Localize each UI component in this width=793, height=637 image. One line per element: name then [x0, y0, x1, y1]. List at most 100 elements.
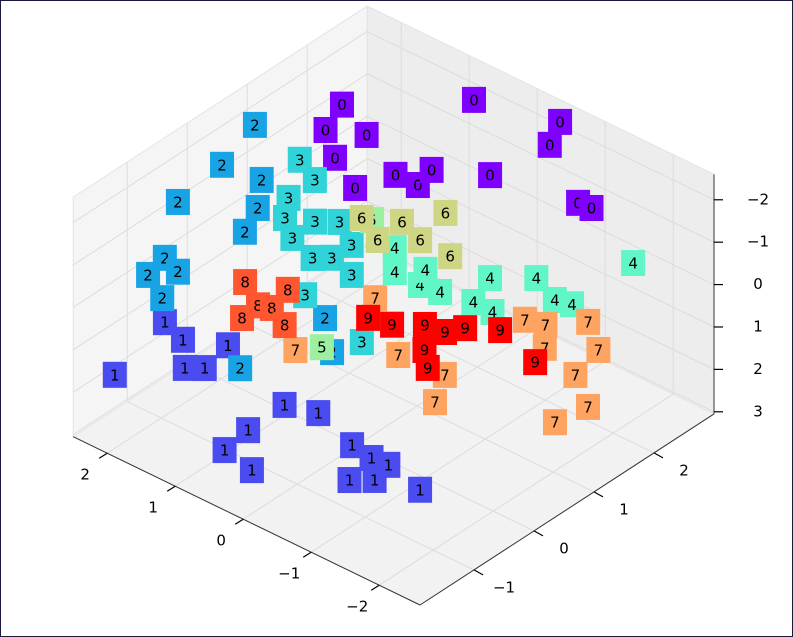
- point-label: 1: [200, 360, 210, 378]
- point-label: 2: [157, 290, 167, 308]
- point: 9: [380, 311, 405, 338]
- point: 6: [365, 227, 390, 254]
- point: 3: [339, 261, 364, 288]
- point: 0: [383, 161, 408, 188]
- y-tick-label: 0: [559, 539, 569, 557]
- point-box: [376, 451, 401, 478]
- point-box: [408, 227, 433, 254]
- point: 9: [356, 304, 381, 331]
- point-label: 7: [370, 290, 380, 308]
- point-label: 9: [420, 341, 430, 359]
- y-tick: [473, 569, 484, 576]
- x-tick-label: −1: [278, 565, 300, 583]
- point-label: 1: [384, 456, 394, 474]
- grid-line: [72, 31, 368, 223]
- point-label: 6: [415, 232, 425, 250]
- point: 7: [576, 393, 600, 420]
- point-box: [245, 194, 270, 221]
- point: 6: [408, 227, 433, 254]
- point-label: 6: [441, 204, 451, 222]
- grid-line: [366, 115, 715, 286]
- point-label: 7: [540, 339, 550, 357]
- point-box: [283, 337, 308, 364]
- point: 0: [537, 131, 562, 158]
- point-label: 4: [532, 270, 542, 288]
- grid-line: [310, 360, 606, 553]
- point-label: 0: [555, 113, 565, 131]
- point-label: 2: [143, 266, 153, 284]
- point-label: 3: [295, 151, 305, 169]
- point-label: 0: [573, 194, 583, 212]
- point-box: [380, 311, 405, 338]
- point-box: [586, 336, 611, 363]
- x-tick-label: 0: [216, 532, 226, 550]
- point: 7: [542, 409, 567, 436]
- point: 2: [228, 355, 253, 382]
- point-label: 8: [283, 281, 293, 299]
- point-label: 3: [284, 189, 294, 207]
- point: 7: [283, 337, 308, 364]
- point-box: [323, 144, 348, 171]
- point: 4: [382, 259, 407, 286]
- point-label: 8: [237, 310, 247, 328]
- point-label: 7: [571, 366, 581, 384]
- x-tick: [302, 551, 312, 558]
- point-box: [349, 329, 374, 356]
- point-box: [488, 317, 513, 344]
- point-label: 2: [257, 171, 267, 189]
- point: 2: [242, 111, 267, 138]
- point-box: [272, 391, 297, 418]
- point-box: [576, 393, 600, 420]
- x-tick: [234, 518, 244, 525]
- point-label: 1: [223, 337, 233, 355]
- y-tick-label: 2: [679, 461, 689, 479]
- point-label: 7: [594, 341, 604, 359]
- point-box: [339, 261, 364, 288]
- point-label: 3: [310, 172, 320, 190]
- point-label: 3: [308, 249, 318, 267]
- grid-line: [126, 401, 475, 571]
- point-label: 3: [327, 249, 337, 267]
- x-tick: [370, 584, 380, 591]
- point-label: 1: [178, 331, 188, 349]
- point-label: 4: [628, 255, 638, 273]
- point-label: 0: [362, 126, 372, 144]
- point-label: 0: [485, 167, 495, 185]
- point: 4: [524, 265, 549, 292]
- point: 1: [306, 400, 331, 427]
- point-label: 7: [541, 316, 551, 334]
- grid-line: [106, 261, 402, 454]
- point-box: [313, 117, 338, 143]
- point-box: [349, 204, 374, 231]
- point: 2: [165, 188, 190, 215]
- point-box: [272, 312, 297, 339]
- point: 1: [212, 437, 237, 464]
- grid-line: [72, 115, 368, 308]
- point-label: 3: [300, 287, 310, 305]
- point-box: [433, 318, 457, 345]
- point-label: 9: [387, 316, 397, 334]
- point-label: 1: [243, 422, 253, 440]
- point-label: 2: [235, 360, 245, 378]
- point: 6: [438, 243, 463, 270]
- point-box: [233, 269, 258, 296]
- point-label: 8: [253, 297, 263, 315]
- point: 9: [433, 318, 457, 345]
- point-label: 1: [314, 405, 324, 423]
- point-box: [453, 315, 478, 342]
- point-box: [386, 342, 411, 369]
- point: 8: [233, 269, 258, 296]
- point: 7: [386, 342, 411, 369]
- point-box: [327, 208, 352, 235]
- point: 8: [272, 312, 297, 339]
- point-box: [136, 261, 161, 288]
- point: 9: [453, 315, 478, 342]
- z-tick-label: 0: [753, 275, 763, 293]
- y-tick-label: −1: [493, 578, 515, 596]
- point-box: [306, 400, 331, 427]
- point-label: 0: [337, 96, 347, 114]
- point-label: 9: [420, 316, 430, 334]
- point: 1: [408, 476, 433, 503]
- point-label: 7: [583, 398, 593, 416]
